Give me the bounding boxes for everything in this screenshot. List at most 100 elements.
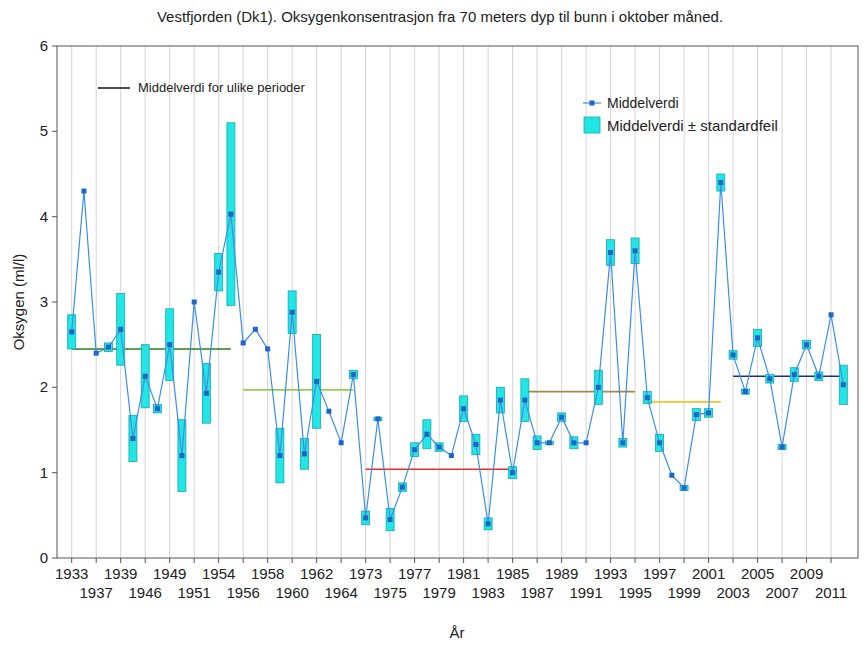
marker — [339, 440, 344, 445]
x-tick-label: 1983 — [471, 584, 504, 601]
period-mean — [733, 375, 843, 377]
marker — [498, 398, 503, 403]
x-axis-label: År — [450, 624, 465, 641]
x-tick-label: 1933 — [55, 565, 88, 582]
x-tick-label: 1997 — [643, 565, 676, 582]
grid-line — [414, 46, 415, 558]
grid-line — [96, 46, 97, 558]
series-line — [72, 183, 844, 524]
x-tick — [71, 558, 72, 563]
x-tick-label: 1987 — [520, 584, 553, 601]
period-mean — [525, 391, 635, 393]
marker — [473, 442, 478, 447]
grid-line — [831, 46, 832, 558]
x-tick — [757, 558, 758, 563]
marker — [804, 342, 809, 347]
plot-area — [68, 123, 848, 531]
grid-line — [341, 46, 342, 558]
x-tick — [537, 558, 538, 563]
marker — [596, 385, 601, 390]
grid-line — [365, 46, 366, 558]
marker — [829, 312, 834, 317]
x-tick — [463, 558, 464, 563]
y-tick-label: 6 — [40, 37, 48, 54]
marker — [767, 376, 772, 381]
marker — [326, 409, 331, 414]
marker — [449, 453, 454, 458]
y-axis-label: Oksygen (ml/l) — [10, 254, 27, 351]
grid-line — [537, 46, 538, 558]
marker — [816, 374, 821, 379]
legend-swatch — [584, 117, 600, 133]
x-tick-label: 1964 — [324, 584, 357, 601]
marker — [179, 453, 184, 458]
grid-line — [71, 46, 72, 558]
marker — [437, 445, 442, 450]
marker — [277, 453, 282, 458]
marker — [314, 379, 319, 384]
x-tick — [488, 558, 489, 563]
marker — [510, 470, 515, 475]
x-tick — [684, 558, 685, 563]
error-box — [68, 315, 76, 349]
x-tick — [831, 558, 832, 563]
grid-line — [806, 46, 807, 558]
grid — [72, 46, 831, 558]
x-tick-label: 1991 — [569, 584, 602, 601]
x-tick-label: 1985 — [496, 565, 529, 582]
marker — [682, 486, 687, 491]
x-tick — [610, 558, 611, 563]
error-box — [398, 483, 406, 492]
x-tick — [439, 558, 440, 563]
x-tick-label: 1981 — [447, 565, 480, 582]
legend-label: Middelverdi ± standardfeil — [607, 117, 778, 134]
x-tick-label: 1962 — [300, 565, 333, 582]
marker — [241, 340, 246, 345]
x-tick — [267, 558, 268, 563]
marker — [841, 382, 846, 387]
x-tick — [512, 558, 513, 563]
x-tick — [341, 558, 342, 563]
legend-label: Middelverdi for ulike perioder — [138, 80, 306, 95]
marker — [363, 515, 368, 520]
marker — [302, 451, 307, 456]
marker — [204, 391, 209, 396]
marker — [461, 406, 466, 411]
error-box — [496, 387, 504, 413]
x-tick — [96, 558, 97, 563]
error-box — [558, 413, 566, 422]
marker — [731, 352, 736, 357]
x-tick-label: 2001 — [692, 565, 725, 582]
period-mean — [647, 401, 720, 403]
grid-line — [463, 46, 464, 558]
x-tick — [243, 558, 244, 563]
marker — [216, 270, 221, 275]
x-tick-label: 1999 — [667, 584, 700, 601]
y-tick — [52, 387, 57, 388]
marker — [706, 410, 711, 415]
x-tick-label: 1989 — [545, 565, 578, 582]
x-tick-label: 1951 — [177, 584, 210, 601]
marker — [106, 345, 111, 350]
grid-line — [561, 46, 562, 558]
grid-line — [243, 46, 244, 558]
x-tick — [316, 558, 317, 563]
grid-line — [512, 46, 513, 558]
y-tick — [52, 302, 57, 303]
x-tick-label: 1979 — [422, 584, 455, 601]
x-tick — [782, 558, 783, 563]
x-tick-label: 1954 — [202, 565, 235, 582]
x-tick — [390, 558, 391, 563]
title: Vestfjorden (Dk1). Oksygenkonsentrasjon … — [157, 8, 723, 25]
error-box — [141, 345, 149, 408]
y-tick-label: 4 — [40, 208, 48, 225]
x-tick-label: 1946 — [128, 584, 161, 601]
marker — [69, 329, 74, 334]
period-mean — [366, 468, 513, 470]
error-box — [313, 334, 321, 428]
marker — [608, 250, 613, 255]
chart: Vestfjorden (Dk1). Oksygenkonsentrasjon … — [0, 0, 867, 651]
x-tick — [414, 558, 415, 563]
error-box — [423, 420, 431, 449]
x-tick — [120, 558, 121, 563]
